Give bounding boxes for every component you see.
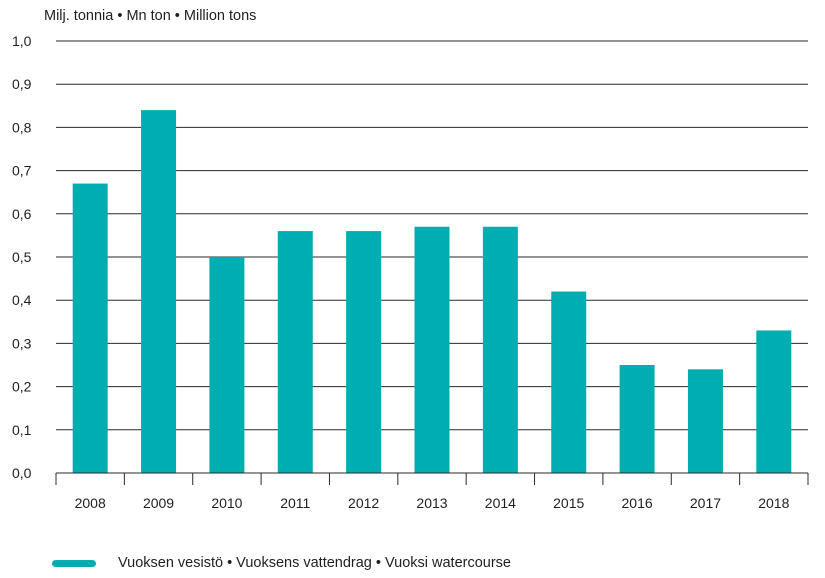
bar-2016 xyxy=(619,365,655,473)
y-tick-label: 0,3 xyxy=(12,335,32,351)
x-tick-label: 2018 xyxy=(758,495,789,511)
y-tick-label: 0,8 xyxy=(12,119,32,135)
x-tick-label: 2009 xyxy=(143,495,174,511)
bar-2012 xyxy=(346,231,382,473)
bar-2009 xyxy=(141,110,177,474)
y-tick-label: 0,6 xyxy=(12,206,32,222)
x-axis-ticks: 2008 2009 2010 2011 2012 2013 2014 2015 2016 2017… xyxy=(75,495,790,511)
bar-2015 xyxy=(551,291,587,473)
x-tick-label: 2015 xyxy=(553,495,584,511)
x-tick-label: 2013 xyxy=(416,495,447,511)
legend: Vuoksen vesistö • Vuoksens vattendrag • … xyxy=(52,555,511,571)
x-tick-label: 2012 xyxy=(348,495,379,511)
x-tick-label: 2014 xyxy=(485,495,516,511)
bar-2011 xyxy=(277,231,313,473)
bar-2014 xyxy=(482,226,518,473)
bar-2008 xyxy=(72,183,108,473)
legend-swatch xyxy=(52,559,96,567)
x-tick-label: 2016 xyxy=(622,495,653,511)
y-axis-ticks: 0,0 0,1 0,2 0,3 0,4 0,5 0,6 0,7 0,8 0,9 1,0 xyxy=(12,33,32,481)
x-tick-label: 2008 xyxy=(75,495,106,511)
x-tick-label: 2017 xyxy=(690,495,721,511)
y-tick-label: 0,7 xyxy=(12,163,32,179)
x-tick-label: 2011 xyxy=(280,495,310,511)
x-axis xyxy=(55,472,809,485)
y-tick-label: 0,0 xyxy=(12,465,32,481)
bar-2018 xyxy=(756,330,792,473)
legend-label: Vuoksen vesistö • Vuoksens vattendrag • … xyxy=(118,555,511,571)
y-tick-label: 0,5 xyxy=(12,249,32,265)
x-tick-label: 2010 xyxy=(211,495,242,511)
bar-2010 xyxy=(209,257,245,473)
bars xyxy=(72,110,792,474)
bar-2017 xyxy=(687,369,723,473)
y-tick-label: 0,2 xyxy=(12,379,32,395)
y-tick-label: 0,4 xyxy=(12,292,32,308)
bar-2013 xyxy=(414,226,450,473)
unit-label: Milj. tonnia • Mn ton • Million tons xyxy=(44,8,257,24)
y-tick-label: 1,0 xyxy=(12,33,32,49)
y-tick-label: 0,1 xyxy=(12,422,32,438)
y-tick-label: 0,9 xyxy=(12,76,32,92)
